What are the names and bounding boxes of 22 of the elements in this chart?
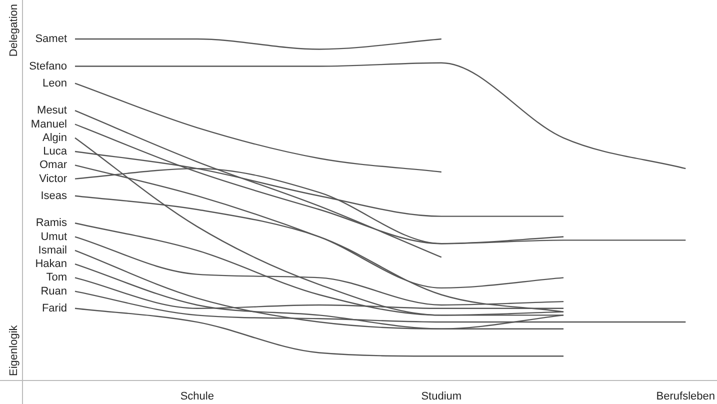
series-label: Manuel [30, 118, 67, 130]
series-label: Leon [42, 77, 67, 90]
series-label: Ismail [38, 244, 67, 256]
series-label: Luca [43, 146, 68, 158]
series-label: Farid [42, 302, 67, 314]
x-tick-label: Studium [421, 390, 462, 403]
annotation: Eigenlogik [8, 324, 20, 376]
series-label: Algin [42, 132, 67, 144]
series-label: Ramis [36, 217, 68, 230]
series-label: Ruan [40, 285, 67, 298]
series-label: Tom [46, 272, 67, 284]
x-tick-label: Berufsleben [656, 390, 716, 403]
series-label: Hakan [35, 258, 67, 270]
series-label: Samet [35, 33, 67, 46]
annotation: Delegation [8, 4, 20, 57]
series-label: Stefano [29, 60, 67, 72]
series-label: Umut [40, 230, 67, 243]
series-label: Mesut [37, 104, 67, 117]
series-label: Victor [39, 172, 68, 185]
series-label: Omar [40, 159, 68, 172]
series-label: Iseas [40, 190, 68, 202]
x-tick-label: Schule [180, 390, 214, 403]
